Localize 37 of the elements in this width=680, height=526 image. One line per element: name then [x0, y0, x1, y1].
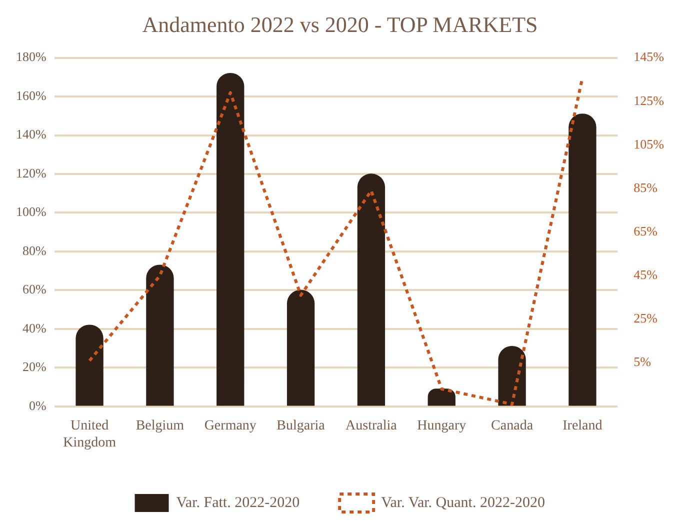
bar [76, 324, 104, 406]
y2-tick-label: 25% [634, 310, 658, 326]
x-tick-label: Australia [346, 418, 398, 434]
bar [146, 264, 174, 406]
x-tick-label: United Kingdom [63, 418, 116, 450]
chart-title: Andamento 2022 vs 2020 - TOP MARKETS [141, 12, 539, 39]
y2-tick-label: 85% [634, 180, 658, 195]
y2-tick-label: 145% [634, 49, 664, 64]
y2-tick-label: 65% [634, 224, 658, 239]
y-tick-label: 0% [28, 398, 46, 413]
y2-tick-label: 125% [634, 92, 664, 108]
y-tick-label: 20% [22, 359, 46, 374]
bar [286, 290, 315, 406]
y-tick-label: 100% [16, 204, 46, 220]
y-tick-label: 140% [16, 126, 46, 142]
y-tick-label: 120% [16, 165, 46, 180]
y2-tick-label: 45% [634, 267, 658, 282]
bar [357, 174, 386, 406]
y-tick-label: 60% [22, 282, 46, 297]
bar [428, 388, 456, 406]
x-tick-label: Canada [491, 418, 534, 434]
legend-label: Var. Var. Quant. 2022-2020 [381, 494, 545, 511]
y-tick-label: 180% [16, 49, 46, 64]
y2-tick-label: 105% [634, 136, 664, 152]
legend-label: Var. Fatt. 2022-2020 [176, 494, 300, 511]
y-tick-label: 40% [22, 320, 46, 336]
x-tick-label: Ireland [562, 418, 602, 434]
bar [498, 346, 526, 406]
y-tick-label: 80% [22, 242, 46, 258]
bar [568, 114, 596, 406]
x-tick-label: Germany [204, 418, 256, 434]
x-tick-label: Belgium [136, 418, 184, 434]
x-tick-label: Bulgaria [276, 418, 326, 434]
y-tick-label: 160% [16, 88, 46, 103]
bar [216, 72, 244, 406]
x-tick-label: Hungary [417, 418, 466, 434]
y2-tick-label: 5% [634, 354, 652, 370]
